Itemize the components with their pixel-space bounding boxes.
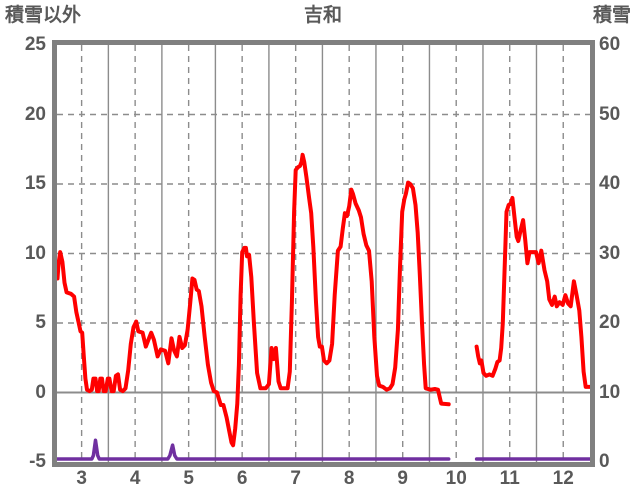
- right-axis-tick-20: 20: [599, 312, 621, 333]
- right-axis-tick-0: 0: [599, 451, 610, 472]
- left-axis-tick-15: 15: [24, 173, 46, 194]
- x-axis-tick-3: 3: [76, 468, 87, 489]
- x-axis-tick-8: 8: [343, 468, 355, 489]
- x-axis-tick-12: 12: [552, 468, 574, 489]
- right-axis-tick-60: 60: [599, 34, 621, 55]
- left-axis-tick-5: 5: [35, 312, 46, 333]
- left-axis-tick-20: 20: [24, 103, 46, 125]
- x-axis-tick-10: 10: [445, 468, 467, 489]
- plot-border: [52, 40, 595, 467]
- left-axis-tick-25: 25: [24, 34, 46, 55]
- right-axis-tick-40: 40: [599, 173, 621, 194]
- left-axis-tick-10: 10: [24, 242, 46, 264]
- right-axis-tick-50: 50: [599, 103, 621, 125]
- right-axis-title: 積雪: [592, 5, 631, 26]
- right-axis-tick-10: 10: [599, 381, 621, 403]
- right-axis-tick-30: 30: [599, 242, 621, 264]
- x-axis-tick-11: 11: [499, 468, 520, 489]
- left-axis-title: 積雪以外: [5, 5, 82, 26]
- left-axis-tick--5: -5: [29, 451, 46, 472]
- chart-title: 吉和: [303, 5, 343, 26]
- x-axis-tick-7: 7: [290, 468, 301, 489]
- plot-area: [57, 45, 590, 462]
- x-axis-tick-4: 4: [129, 468, 141, 489]
- x-axis-tick-9: 9: [397, 468, 408, 489]
- x-axis-tick-5: 5: [183, 468, 194, 489]
- x-axis-tick-6: 6: [236, 468, 248, 489]
- series-line-積雪以外: [474, 195, 590, 389]
- left-axis-tick-0: 0: [35, 381, 46, 403]
- series-line-積雪以外: [57, 152, 451, 448]
- series-line-積雪: [57, 438, 451, 461]
